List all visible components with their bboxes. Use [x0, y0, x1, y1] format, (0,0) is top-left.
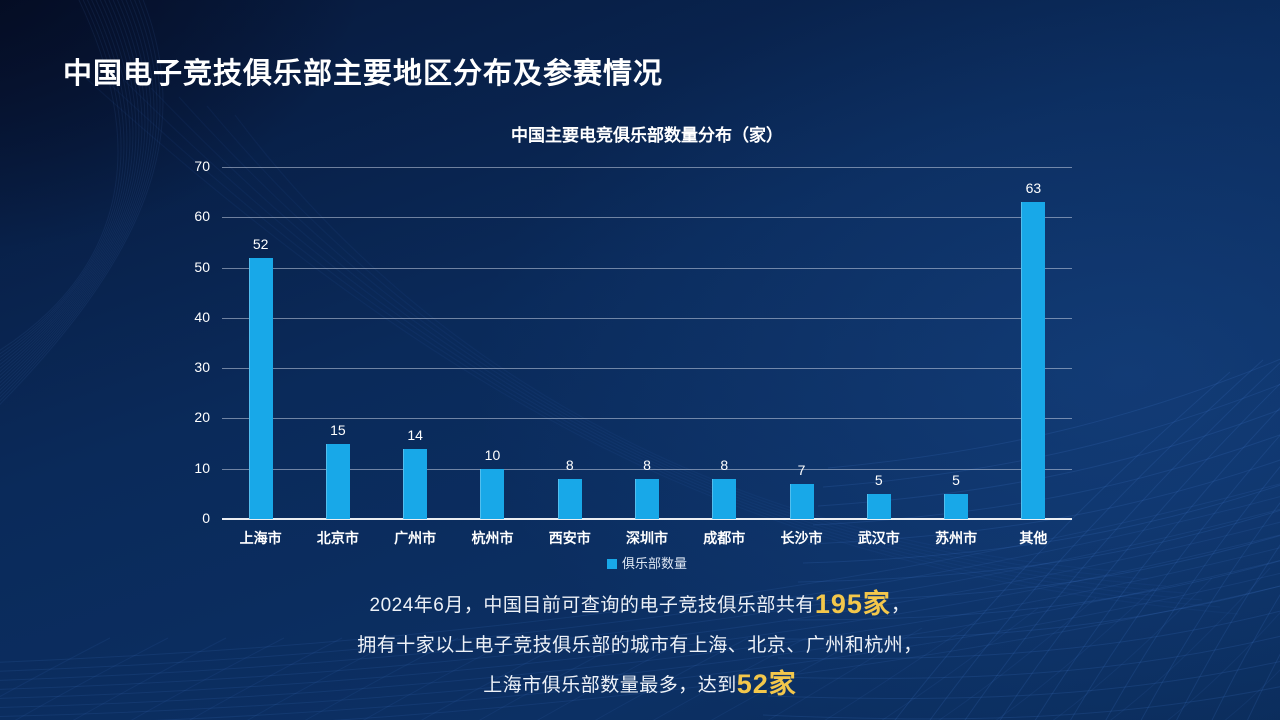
- y-axis-tick-label: 70: [194, 158, 210, 174]
- x-axis-category-label: 广州市: [394, 530, 437, 546]
- y-axis-tick-label: 20: [194, 409, 210, 426]
- bar-其他: [1021, 202, 1046, 519]
- bar-西安市: [557, 478, 582, 519]
- gridline: [222, 368, 1072, 370]
- x-axis-category-label: 苏州市: [935, 530, 978, 546]
- bar-value-label: 15: [330, 421, 346, 438]
- x-axis-category-label: 西安市: [548, 530, 591, 546]
- x-axis-category-label: 成都市: [703, 530, 746, 546]
- bar-value-label: 5: [952, 471, 960, 488]
- bar-value-label: 7: [797, 461, 806, 478]
- chart-legend: 俱乐部数量: [222, 553, 1072, 572]
- gridline: [222, 317, 1072, 319]
- x-axis-category-label: 上海市: [239, 530, 282, 546]
- x-axis-baseline: [222, 518, 1072, 520]
- bar-value-label: 8: [643, 456, 651, 473]
- note-text: 2024年6月，中国目前可查询的电子竞技俱乐部共有: [369, 595, 815, 616]
- note-text: ，: [890, 595, 911, 616]
- bar-北京市: [325, 443, 350, 519]
- gridline: [222, 167, 1072, 168]
- bar-深圳市: [635, 478, 659, 519]
- chart-plot-area: 0 10 20 30 40 50 60 70 52 上海市 15 北京市 14 广州市 10 杭州市 8 西安市 8…: [194, 158, 1072, 546]
- bar-value-label: 10: [484, 446, 501, 463]
- bar-成都市: [712, 478, 737, 519]
- bar-value-label: 14: [407, 426, 423, 443]
- bar-上海市: [248, 257, 273, 519]
- x-axis-category-label: 杭州市: [471, 530, 514, 546]
- summary-notes: 2024年6月，中国目前可查询的电子竞技俱乐部共有195家， 拥有十家以上电子竞…: [0, 584, 1280, 704]
- legend-label: 俱乐部数量: [621, 556, 687, 571]
- note-line-2: 拥有十家以上电子竞技俱乐部的城市有上海、北京、广州和杭州，: [0, 624, 1280, 664]
- y-axis-tick-label: 50: [194, 258, 210, 275]
- x-axis-category-label: 武汉市: [857, 530, 900, 546]
- note-text: 上海市俱乐部数量最多，达到: [483, 675, 737, 696]
- x-axis-category-label: 深圳市: [626, 530, 668, 546]
- note-line-1: 2024年6月，中国目前可查询的电子竞技俱乐部共有195家，: [0, 584, 1280, 624]
- bar-value-label: 8: [565, 456, 574, 473]
- y-axis-tick-label: 60: [194, 208, 210, 225]
- bar-苏州市: [944, 493, 969, 519]
- gridline: [222, 267, 1072, 269]
- x-axis-category-label: 北京市: [316, 530, 359, 546]
- bar-value-label: 52: [252, 235, 269, 252]
- bar-长沙市: [789, 483, 814, 519]
- bar-value-label: 8: [720, 456, 729, 473]
- bar-value-label: 63: [1025, 180, 1042, 197]
- note-highlight: 195家: [814, 589, 891, 619]
- note-highlight: 52家: [736, 669, 797, 699]
- x-axis-category-label: 长沙市: [780, 530, 823, 546]
- y-axis-tick-label: 40: [194, 308, 210, 325]
- legend-swatch: [606, 559, 617, 569]
- bar-武汉市: [866, 493, 891, 519]
- gridline: [222, 418, 1072, 420]
- chart-title: 中国主要电竞俱乐部数量分布（家）: [511, 126, 783, 145]
- y-axis-tick-label: 0: [202, 510, 210, 526]
- y-axis-tick-label: 30: [194, 359, 210, 376]
- page-title: 中国电子竞技俱乐部主要地区分布及参赛情况: [63, 58, 664, 90]
- y-axis-tick-label: 10: [194, 459, 210, 476]
- note-line-3: 上海市俱乐部数量最多，达到52家: [0, 664, 1280, 704]
- x-axis-category-label: 其他: [1019, 530, 1048, 546]
- gridline: [222, 468, 1072, 470]
- bar-value-label: 5: [874, 471, 883, 488]
- note-text: 拥有十家以上电子竞技俱乐部的城市有上海、北京、广州和杭州，: [357, 635, 923, 656]
- bar-杭州市: [480, 468, 505, 519]
- bar-广州市: [403, 448, 428, 519]
- gridline: [222, 217, 1072, 219]
